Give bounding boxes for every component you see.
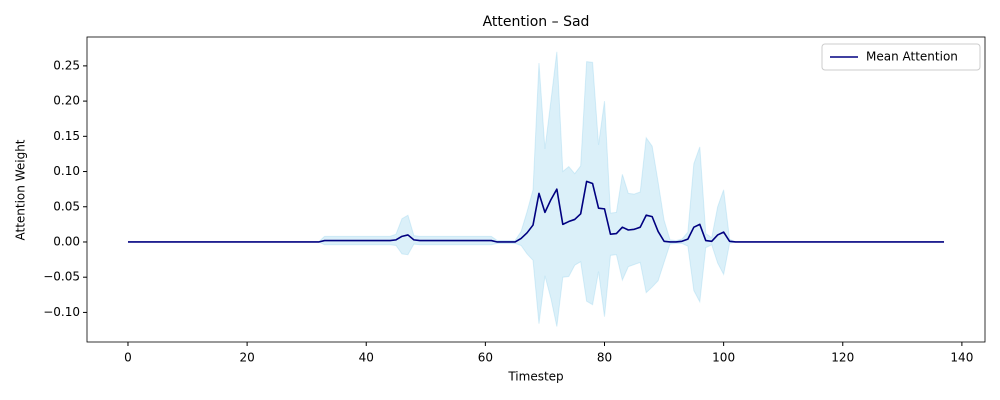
std-band bbox=[127, 51, 945, 327]
legend-label: Mean Attention bbox=[866, 50, 958, 64]
y-tick-label: 0.00 bbox=[53, 234, 80, 248]
x-tick-label: 40 bbox=[359, 351, 374, 365]
x-axis-label: Timestep bbox=[507, 370, 563, 384]
x-tick-label: 140 bbox=[950, 351, 973, 365]
x-tick-label: 0 bbox=[124, 351, 132, 365]
x-tick-label: 120 bbox=[831, 351, 854, 365]
x-tick-label: 80 bbox=[597, 351, 612, 365]
legend-box bbox=[821, 43, 981, 71]
chart-title: Attention – Sad bbox=[483, 14, 590, 30]
y-tick-label: −0.05 bbox=[43, 270, 80, 284]
y-tick-label: −0.10 bbox=[43, 305, 80, 319]
y-tick-label: 0.10 bbox=[53, 164, 80, 178]
x-tick-label: 60 bbox=[478, 351, 493, 365]
y-tick-label: 0.15 bbox=[53, 129, 80, 143]
y-axis-label: Attention Weight bbox=[14, 139, 28, 240]
y-tick-label: 0.20 bbox=[53, 94, 80, 108]
mean-line bbox=[127, 180, 945, 243]
y-tick-label: 0.25 bbox=[53, 58, 80, 72]
axes-frame bbox=[86, 36, 986, 343]
y-tick-label: 0.05 bbox=[53, 199, 80, 213]
x-tick-label: 100 bbox=[712, 351, 735, 365]
x-tick-label: 20 bbox=[239, 351, 254, 365]
